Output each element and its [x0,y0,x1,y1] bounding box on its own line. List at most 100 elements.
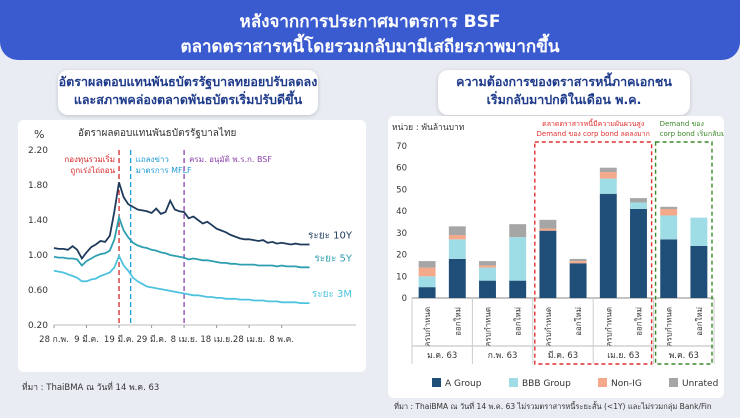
annotation-text: Demand ของ [660,120,704,128]
bar-segment [539,230,557,298]
bar-segment [509,237,527,281]
y-tick-label: 1.40 [28,216,48,226]
x-tick-label: ครบกำหนด [665,307,674,347]
bar-segment [448,258,466,298]
legend-label: A Group [445,379,482,389]
month-label: ม.ค. 63 [427,351,457,361]
y-tick-label: 50 [396,185,407,195]
bar-segment [660,239,678,298]
bar-segment [599,167,617,173]
x-tick-label: ครบกำหนด [484,307,493,347]
yield-chart-card: อัตราผลตอบแทนพันธบัตรรัฐบาลไทย% 2.20 1.80 1… [18,120,366,372]
page-header: หลังจากการประกาศมาตรการ BSF ตลาดตราสารหน… [0,0,740,60]
bar-segment [569,263,587,298]
bar-segment [660,208,678,216]
bar-segment [599,178,617,194]
y-tick-label: 30 [396,229,407,239]
bar-segment [630,202,647,209]
bar-segment [569,261,587,264]
event-label: กองทุนรวมเริ่ม [64,153,115,164]
bar-segment [418,261,436,268]
right-source-note: ที่มา : ThaiBMA ณ วันที่ 14 พ.ค. 63 ไม่ร… [394,402,712,411]
y-tick-label: 10 [396,272,407,282]
bond-chart-card: หน่วย : พันล้านบาท 0 10 20 30 40 50 60 70 ครบกำหน… [388,116,729,398]
y-axis-label: % [34,128,44,141]
legend-label: BBB Group [522,379,571,389]
left-heading-line2: และสภาพคล่องตลาดพันธบัตรเริ่มปรับดีขึ้น [73,92,303,107]
bar-segment [509,224,527,238]
x-tick-label: 8 พ.ค. [269,335,294,345]
left-heading-box: อัตราผลตอบแทนพันธบัตรรัฐบาลทยอยปรับลดลง … [58,70,318,115]
header-title-line2: ตลาดตราสารหนี้โดยรวมกลับมามีเสถียรภาพมาก… [180,37,560,57]
yield-line-chart: อัตราผลตอบแทนพันธบัตรรัฐบาลไทย% 2.20 1.80 1… [28,127,356,345]
bar-segment [690,245,708,298]
y-axis-label: หน่วย : พันล้านบาท [392,122,465,133]
y-tick-label: 20 [396,251,407,261]
bar-segment [660,206,678,209]
y-tick-label: 1.00 [28,251,48,261]
chart-title: อัตราผลตอบแทนพันธบัตรรัฐบาลไทย [78,127,236,139]
series-label: ระยะ 10Y [308,231,353,242]
x-tick-label: ครบกำหนด [544,307,553,347]
bar-segment [448,226,466,236]
left-source-note: ที่มา : ThaiBMA ณ วันที่ 14 พ.ค. 63 [22,383,160,393]
y-tick-label: 40 [396,207,407,217]
x-tick-label: 19 มี.ค. [104,334,134,345]
x-tick-label: ออกใหม่ [635,307,644,336]
x-tick-label: ออกใหม่ [514,307,523,336]
bar-segment [479,280,496,298]
x-tick-label: 8 เม.ย. [171,335,198,345]
series-line [53,214,310,269]
bar-segment [539,228,557,231]
x-tick-label: 18 เม.ย. [200,335,232,345]
x-tick-label: 29 มี.ค. [136,334,166,345]
bar-segment [418,276,436,288]
x-tick-label: ครบกำหนด [423,307,432,347]
x-tick-label: ครบกำหนด [604,307,613,347]
annotation-text: Demand ของ corp bond ลดลงมาก [537,130,650,138]
bar-segment [418,267,436,277]
right-heading-line2: เริ่มกลับมาปกติในเดือน พ.ค. [486,92,642,107]
bar-segment [479,267,496,281]
bar-segment [630,208,647,298]
bar-segment [569,258,587,262]
highlight-box [534,141,653,365]
bar-segment [479,261,496,266]
bar-segment [418,287,436,298]
y-tick-label: 0.20 [28,321,48,331]
legend-swatch [509,378,518,387]
right-heading-box: ความต้องการของตราสารหนี้ภาคเอกชน เริ่มกล… [438,70,690,115]
legend-swatch [432,378,441,387]
annotation-text: corp bond เริ่มกลับมา [660,129,724,138]
y-tick-label: 0.60 [28,286,48,296]
series-line [53,253,310,304]
month-label: พ.ค. 63 [669,351,699,361]
left-heading-line1: อัตราผลตอบแทนพันธบัตรรัฐบาลทยอยปรับลดลง [58,74,318,89]
legend-label: Unrated [682,379,718,389]
bar-segment [539,219,557,229]
x-tick-label: 9 มี.ค. [74,334,99,345]
bar-segment [660,215,678,240]
y-tick-label: 1.80 [28,181,48,191]
bar-segment [599,193,617,298]
bar-segment [690,217,708,246]
y-tick-label: 2.20 [28,146,48,156]
month-label: มี.ค. 63 [548,350,578,361]
bar-segment [509,280,527,298]
event-label: ถูกเร่งไถ่ถอน [70,166,115,176]
event-label: แถลงข่าว [136,155,169,164]
event-label: มาตรการ MFLF [136,166,192,175]
y-tick-label: 70 [396,142,407,152]
bar-segment [630,198,647,203]
header-title-line1: หลังจากการประกาศมาตรการ BSF [239,12,501,32]
x-tick-label: 28 ก.พ. [39,335,69,345]
x-tick-label: 28 เม.ย. [233,335,265,345]
legend-label: Non-IG [611,379,642,389]
series-label: ระยะ 3M [312,289,352,300]
bond-bar-chart: หน่วย : พันล้านบาท 0 10 20 30 40 50 60 70 ครบกำหน… [392,117,729,389]
x-tick-label: ออกใหม่ [453,307,462,336]
y-tick-label: 60 [396,164,407,174]
x-tick-label: ออกใหม่ [695,307,704,336]
bar-segment [599,172,617,179]
month-label: เม.ย. 63 [607,351,639,361]
